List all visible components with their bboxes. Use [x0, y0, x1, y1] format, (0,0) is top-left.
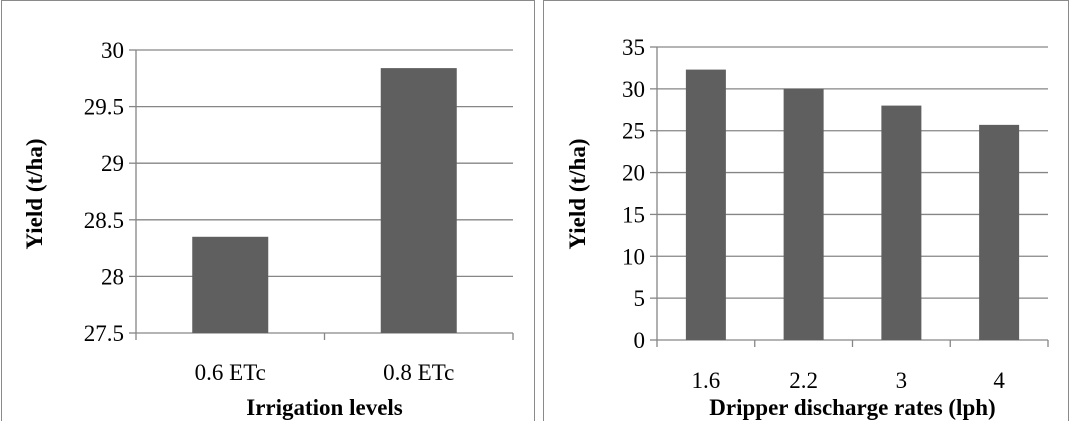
x-category-label: 1.6 [692, 368, 721, 393]
y-tick-label: 28 [101, 264, 124, 289]
bar-4 [979, 124, 1020, 341]
irrigation-levels-chart: 27.5 28 28.5 29 29.5 30 0.6 ETc 0.8 ETc Irrigati… [22, 38, 514, 420]
y-tick-label: 15 [622, 202, 645, 227]
y-tick-label: 35 [622, 35, 645, 60]
y-tick-label: 29 [101, 151, 124, 176]
irrigation-levels-chart-panel: 27.5 28 28.5 29 29.5 30 0.6 ETc 0.8 ETc Irrigati… [1, 0, 535, 421]
x-category-label: 0.6 ETc [195, 360, 266, 385]
bar-1-6 [685, 69, 726, 341]
x-category-label: 4 [993, 368, 1005, 393]
y-tick-label: 29.5 [84, 95, 124, 120]
x-category-label: 0.8 ETc [383, 360, 454, 385]
x-category-label: 2.2 [789, 368, 818, 393]
x-category-label: 3 [896, 368, 908, 393]
bar-0-8-etc [380, 68, 457, 333]
bar-0-6-etc [192, 236, 269, 333]
y-tick-label: 30 [101, 38, 124, 63]
y-tick-label: 10 [622, 244, 645, 269]
y-axis-title: Yield (t/ha) [22, 139, 47, 250]
x-axis-title: Dripper discharge rates (lph) [709, 395, 995, 420]
y-tick-label: 0 [634, 328, 646, 353]
y-axis-title: Yield (t/ha) [565, 139, 590, 250]
y-tick-label: 28.5 [84, 208, 124, 233]
y-tick-label: 5 [634, 286, 646, 311]
y-tick-label: 27.5 [84, 321, 124, 346]
dripper-discharge-chart-panel: 0 5 10 15 20 25 30 35 1.6 2.2 3 4 Dripper discharge … [543, 0, 1069, 421]
y-tick-label: 30 [622, 77, 645, 102]
bar-3 [881, 105, 922, 340]
y-tick-label: 25 [622, 119, 645, 144]
bar-2-2 [783, 88, 824, 340]
x-axis-title: Irrigation levels [246, 395, 403, 420]
y-tick-label: 20 [622, 161, 645, 186]
